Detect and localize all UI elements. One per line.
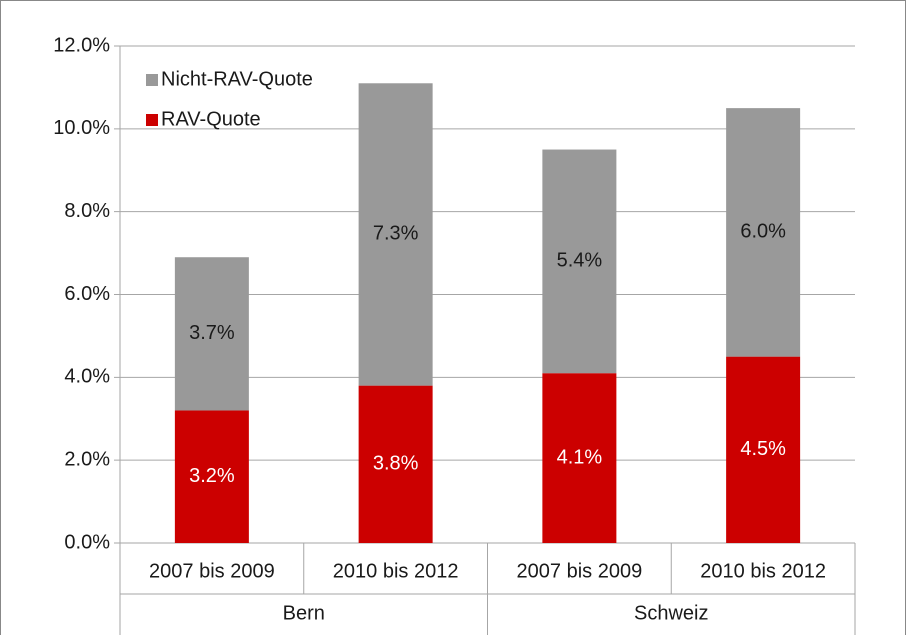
x-tick-label: 2007 bis 2009 <box>517 560 643 582</box>
y-tick-label: 8.0% <box>64 200 110 222</box>
value-label: 6.0% <box>740 221 786 243</box>
bar-segment <box>542 373 617 543</box>
x-tick-label: 2007 bis 2009 <box>149 560 275 582</box>
value-label: 4.1% <box>557 446 603 468</box>
legend-label: Nicht-RAV-Quote <box>161 68 313 90</box>
legend-swatch <box>146 114 158 126</box>
value-label: 5.4% <box>557 250 603 272</box>
bar-segment <box>358 385 433 543</box>
y-tick-label: 10.0% <box>53 117 110 139</box>
value-label: 7.3% <box>373 223 419 245</box>
bar-segment <box>726 356 801 543</box>
bar-segment <box>174 410 249 543</box>
y-tick-label: 0.0% <box>64 531 110 553</box>
y-tick-label: 12.0% <box>53 34 110 56</box>
bar-segment <box>174 257 249 411</box>
value-label: 4.5% <box>740 438 786 460</box>
bar-segment <box>358 83 433 386</box>
group-label: Schweiz <box>634 602 708 624</box>
value-label: 3.8% <box>373 453 419 475</box>
bar-segment <box>542 149 617 374</box>
y-tick-label: 4.0% <box>64 366 110 388</box>
value-label: 3.7% <box>189 322 235 344</box>
y-tick-label: 6.0% <box>64 283 110 305</box>
x-tick-label: 2010 bis 2012 <box>333 560 459 582</box>
legend-label: RAV-Quote <box>161 108 261 130</box>
x-tick-label: 2010 bis 2012 <box>700 560 826 582</box>
value-label: 3.2% <box>189 465 235 487</box>
bar-segment <box>726 108 801 357</box>
legend-swatch <box>146 74 158 86</box>
group-label: Bern <box>283 602 325 624</box>
y-tick-label: 2.0% <box>64 448 110 470</box>
